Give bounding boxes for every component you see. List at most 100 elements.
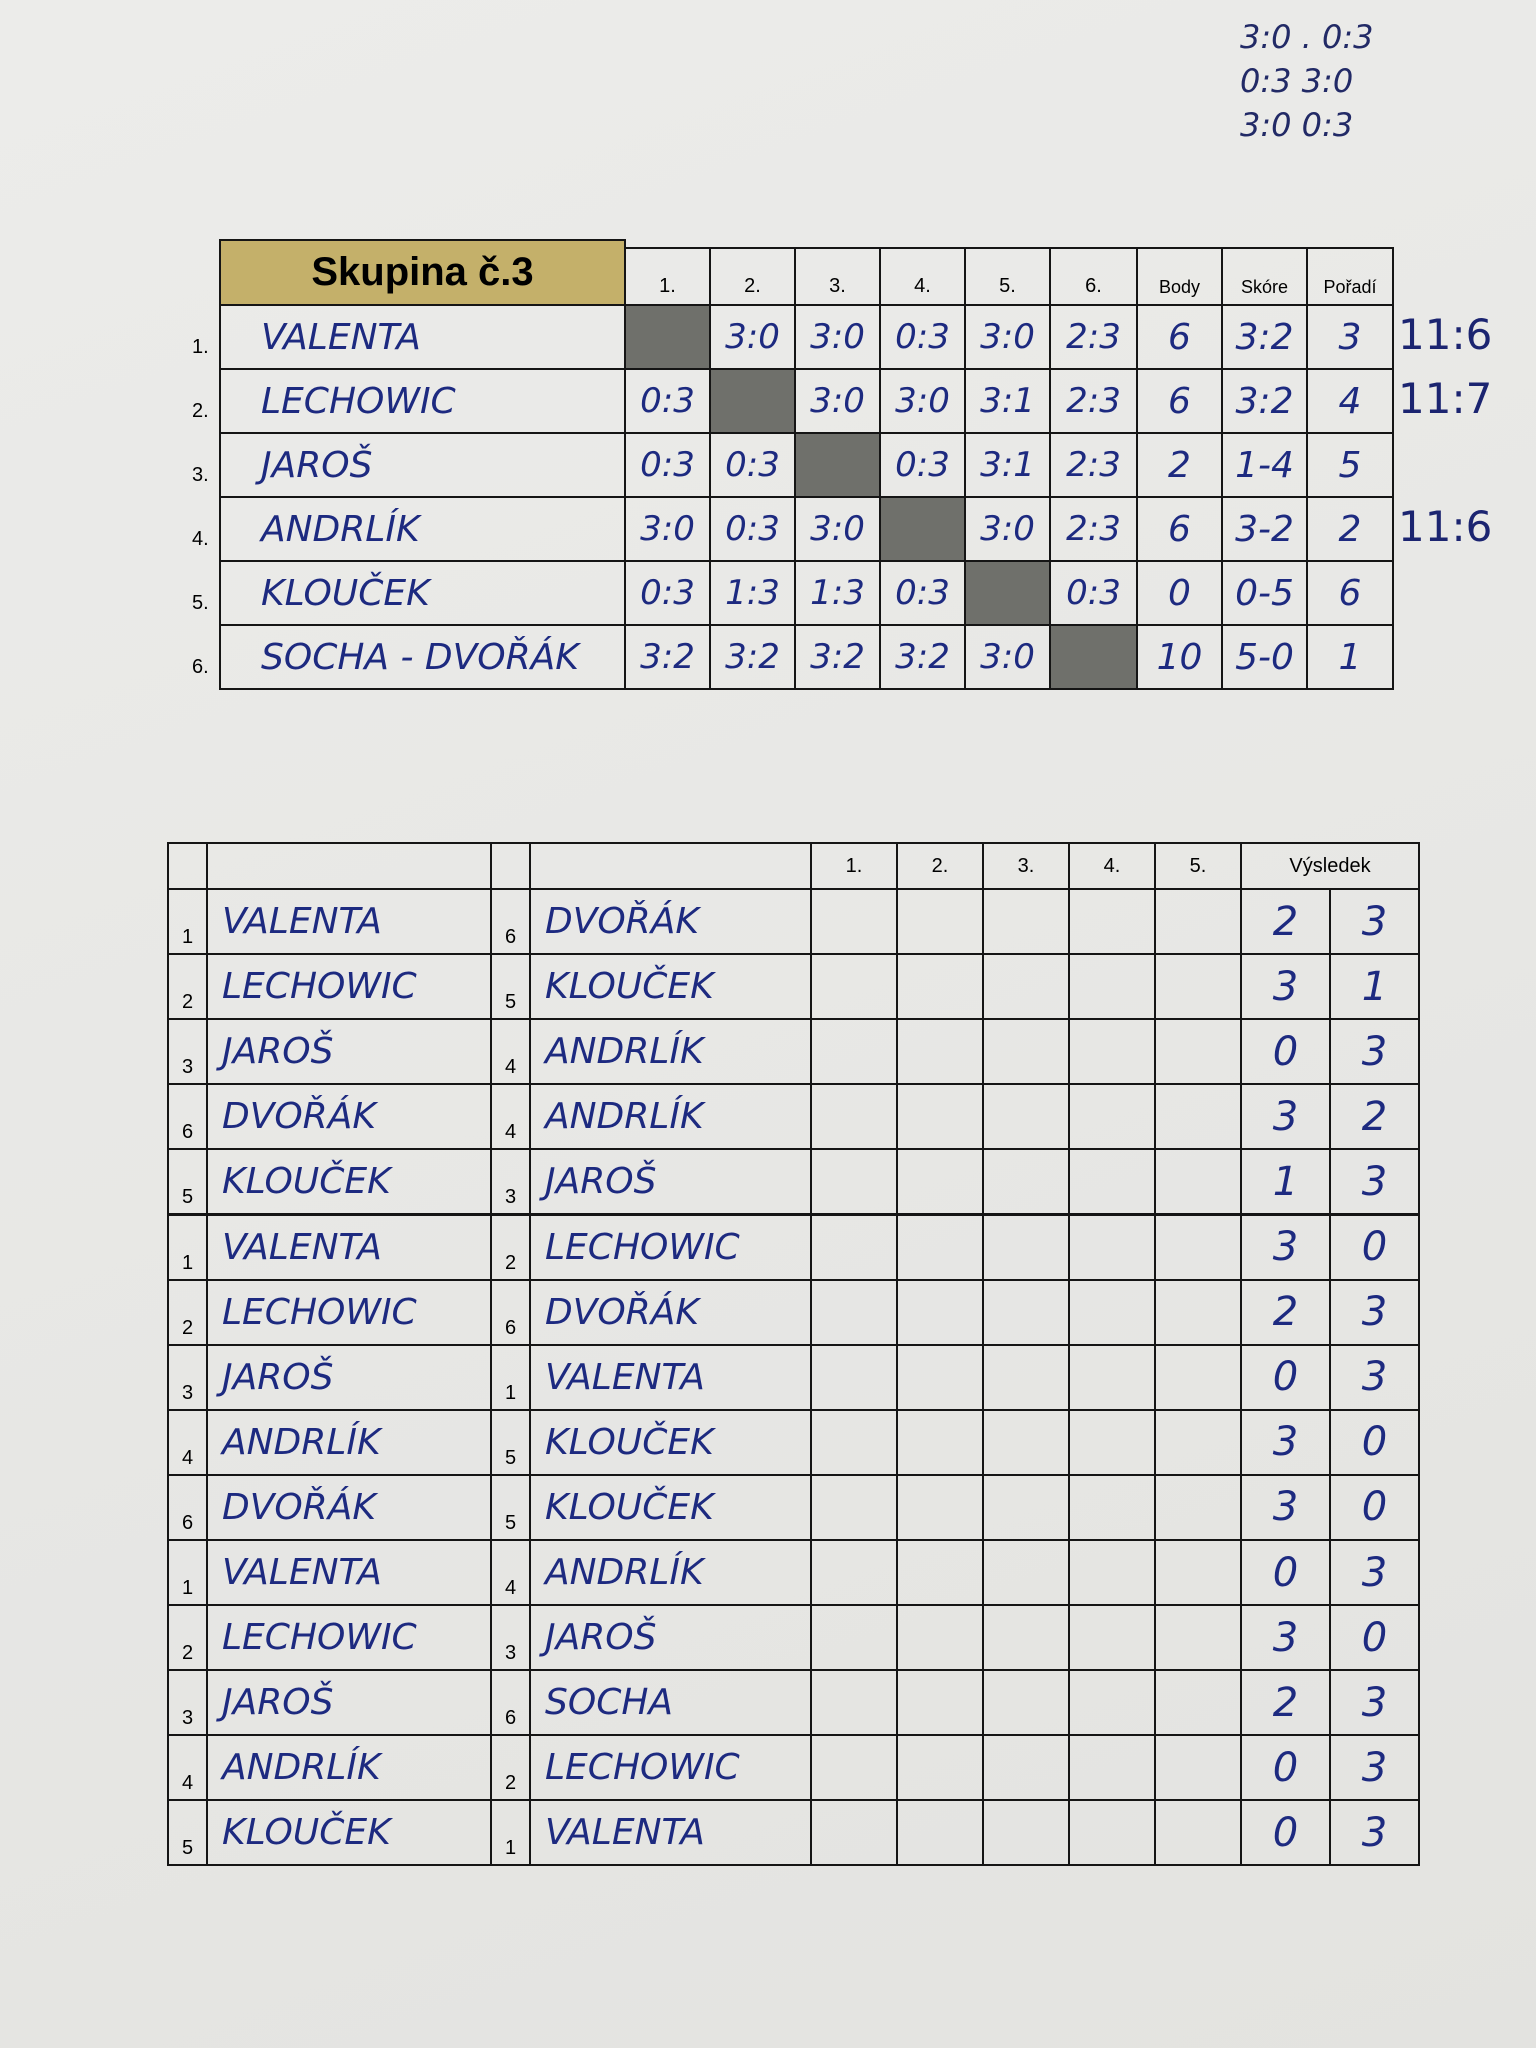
- game-cell: [896, 1669, 984, 1737]
- seed-number: 6: [490, 1278, 531, 1346]
- game-cell: [896, 1083, 984, 1151]
- blank-header: [206, 842, 492, 890]
- result-cell: 3:0: [964, 496, 1051, 562]
- row-number: 5.: [192, 592, 209, 614]
- player-name: LECHOWIC: [529, 1734, 812, 1802]
- side-note: 11:7: [1398, 374, 1493, 423]
- set-score: 3: [1329, 1343, 1420, 1411]
- set-score: 3: [1240, 1408, 1331, 1476]
- score: 3:2: [1221, 368, 1308, 434]
- seed-number: 3: [490, 1604, 531, 1672]
- game-cell: [1154, 1148, 1242, 1216]
- score: 1-4: [1221, 432, 1308, 498]
- seed-number: 1: [490, 1799, 531, 1867]
- game-cell: [810, 1799, 898, 1867]
- set-score: 2: [1240, 888, 1331, 956]
- player-name: ANDRLÍK: [529, 1018, 812, 1086]
- result-cell: 3:2: [709, 624, 796, 690]
- player-name: KLOUČEK: [219, 560, 626, 626]
- set-score: 0: [1240, 1539, 1331, 1607]
- game-cell: [810, 1473, 898, 1541]
- set-score: 3: [1329, 1669, 1420, 1737]
- game-cell: [1154, 1018, 1242, 1086]
- result-cell: 3:0: [794, 368, 881, 434]
- player-name: VALENTA: [529, 1799, 812, 1867]
- game-cell: [982, 1604, 1070, 1672]
- result-cell: 0:3: [879, 560, 966, 626]
- player-name: KLOUČEK: [206, 1148, 492, 1216]
- set-score: 3: [1329, 1539, 1420, 1607]
- set-score: 0: [1329, 1408, 1420, 1476]
- game-cell: [982, 1213, 1070, 1281]
- game-cell: [982, 1539, 1070, 1607]
- player-name: JAROŠ: [529, 1148, 812, 1216]
- result-cell: 3:0: [794, 304, 881, 370]
- result-cell: 3:1: [964, 432, 1051, 498]
- game-cell: [1154, 1669, 1242, 1737]
- seed-number: 2: [167, 953, 208, 1021]
- set-score: 0: [1240, 1799, 1331, 1867]
- game-cell: [1068, 1734, 1156, 1802]
- column-header: Výsledek: [1240, 842, 1420, 890]
- column-header: 5.: [964, 247, 1051, 306]
- seed-number: 4: [167, 1734, 208, 1802]
- seed-number: 4: [490, 1018, 531, 1086]
- game-cell: [982, 1408, 1070, 1476]
- set-score: 3: [1240, 1604, 1331, 1672]
- player-name: DVOŘÁK: [206, 1473, 492, 1541]
- game-cell: [1068, 1669, 1156, 1737]
- seed-number: 5: [167, 1148, 208, 1216]
- seed-number: 5: [167, 1799, 208, 1867]
- player-name: DVOŘÁK: [529, 1278, 812, 1346]
- seed-number: 6: [490, 888, 531, 956]
- result-cell: 3:2: [794, 624, 881, 690]
- player-name: LECHOWIC: [219, 368, 626, 434]
- result-cell: [794, 432, 881, 498]
- game-cell: [982, 1734, 1070, 1802]
- game-cell: [982, 1083, 1070, 1151]
- player-name: VALENTA: [206, 1539, 492, 1607]
- set-score: 3: [1329, 1148, 1420, 1216]
- seed-number: 2: [167, 1604, 208, 1672]
- seed-number: 1: [490, 1343, 531, 1411]
- game-cell: [810, 1669, 898, 1737]
- game-cell: [810, 1343, 898, 1411]
- result-cell: 1:3: [794, 560, 881, 626]
- set-score: 0: [1240, 1734, 1331, 1802]
- set-score: 0: [1329, 1604, 1420, 1672]
- points: 2: [1136, 432, 1223, 498]
- set-score: 0: [1329, 1473, 1420, 1541]
- seed-number: 5: [490, 953, 531, 1021]
- column-header: 3.: [982, 842, 1070, 890]
- game-cell: [1154, 1343, 1242, 1411]
- set-score: 3: [1240, 953, 1331, 1021]
- game-cell: [810, 1213, 898, 1281]
- player-name: KLOUČEK: [206, 1799, 492, 1867]
- result-cell: 3:0: [624, 496, 711, 562]
- column-header: Pořadí: [1306, 247, 1394, 306]
- player-name: ANDRLÍK: [206, 1408, 492, 1476]
- game-cell: [896, 1408, 984, 1476]
- game-cell: [982, 953, 1070, 1021]
- game-cell: [896, 1473, 984, 1541]
- game-cell: [810, 1734, 898, 1802]
- set-score: 0: [1240, 1343, 1331, 1411]
- column-header: 3.: [794, 247, 881, 306]
- game-cell: [896, 1539, 984, 1607]
- game-cell: [896, 1018, 984, 1086]
- blank-header: [529, 842, 812, 890]
- game-cell: [1154, 1539, 1242, 1607]
- row-number: 4.: [192, 528, 209, 550]
- seed-number: 2: [490, 1213, 531, 1281]
- game-cell: [1154, 1083, 1242, 1151]
- game-cell: [1154, 953, 1242, 1021]
- player-name: JAROŠ: [529, 1604, 812, 1672]
- column-header: 1.: [810, 842, 898, 890]
- player-name: JAROŠ: [206, 1343, 492, 1411]
- player-name: JAROŠ: [206, 1018, 492, 1086]
- game-cell: [1154, 1213, 1242, 1281]
- game-cell: [896, 1799, 984, 1867]
- player-name: SOCHA - DVOŘÁK: [219, 624, 626, 690]
- result-cell: 3:0: [879, 368, 966, 434]
- player-name: VALENTA: [219, 304, 626, 370]
